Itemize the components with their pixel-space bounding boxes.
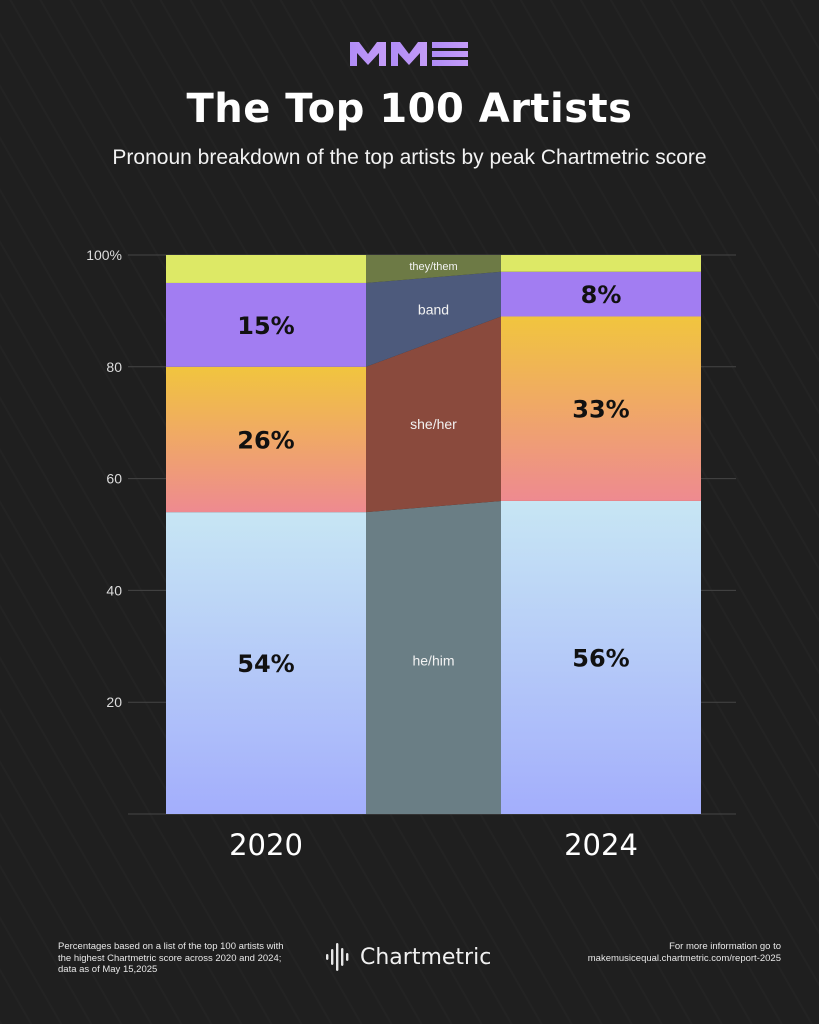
brand-name: Chartmetric (360, 944, 492, 970)
data-label: 56% (572, 644, 629, 672)
connector-band (366, 271, 501, 367)
bar-segment-they-them-2024 (501, 255, 701, 272)
connector-they-them (366, 255, 501, 283)
stacked-bar-chart: 20 40 60 80 100% he/him she/her band they/them 54… (86, 247, 736, 862)
y-tick-label: 80 (106, 359, 122, 375)
mme-logo-icon (349, 42, 468, 66)
connector-she-her (366, 316, 501, 513)
y-tick-label: 60 (106, 471, 122, 487)
data-label: 54% (237, 650, 294, 678)
connector-he-him (366, 500, 501, 814)
bar-segment-band-2024 (501, 271, 701, 317)
soundwave-icon (326, 943, 349, 971)
bar-segment-they-them-2020 (166, 255, 366, 283)
mme-logo (0, 38, 819, 75)
x-category-label: 2024 (564, 828, 638, 862)
y-tick-label: 40 (106, 582, 122, 598)
bar-segment-she-her-2024 (501, 316, 701, 501)
more-info: For more information go to makemusicequa… (588, 941, 781, 964)
bar-segment-he-him-2020 (166, 512, 366, 814)
bar-segment-band-2020 (166, 282, 366, 367)
bar-segment-she-her-2020 (166, 366, 366, 513)
series-label-they-them: they/them (409, 261, 457, 273)
page-title: The Top 100 Artists (186, 86, 633, 132)
page-subtitle: Pronoun breakdown of the top artists by … (112, 146, 707, 169)
more-info-label: For more information go to (669, 941, 781, 952)
data-label: 33% (572, 396, 629, 424)
data-label: 15% (237, 312, 294, 340)
report-url[interactable]: makemusicequal.chartmetric.com/report-20… (587, 952, 781, 964)
data-label: 8% (581, 281, 622, 309)
series-label-she-her: she/her (410, 416, 457, 432)
y-tick-label: 100% (86, 247, 122, 263)
bar-segment-he-him-2024 (501, 500, 701, 814)
footnote: Percentages based on a list of the top 1… (58, 941, 284, 975)
x-category-label: 2020 (229, 828, 303, 862)
y-tick-label: 20 (106, 694, 122, 710)
data-label: 26% (237, 426, 294, 454)
series-label-he-him: he/him (412, 652, 454, 668)
chartmetric-brand: Chartmetric (326, 940, 491, 974)
series-label-band: band (418, 302, 449, 318)
